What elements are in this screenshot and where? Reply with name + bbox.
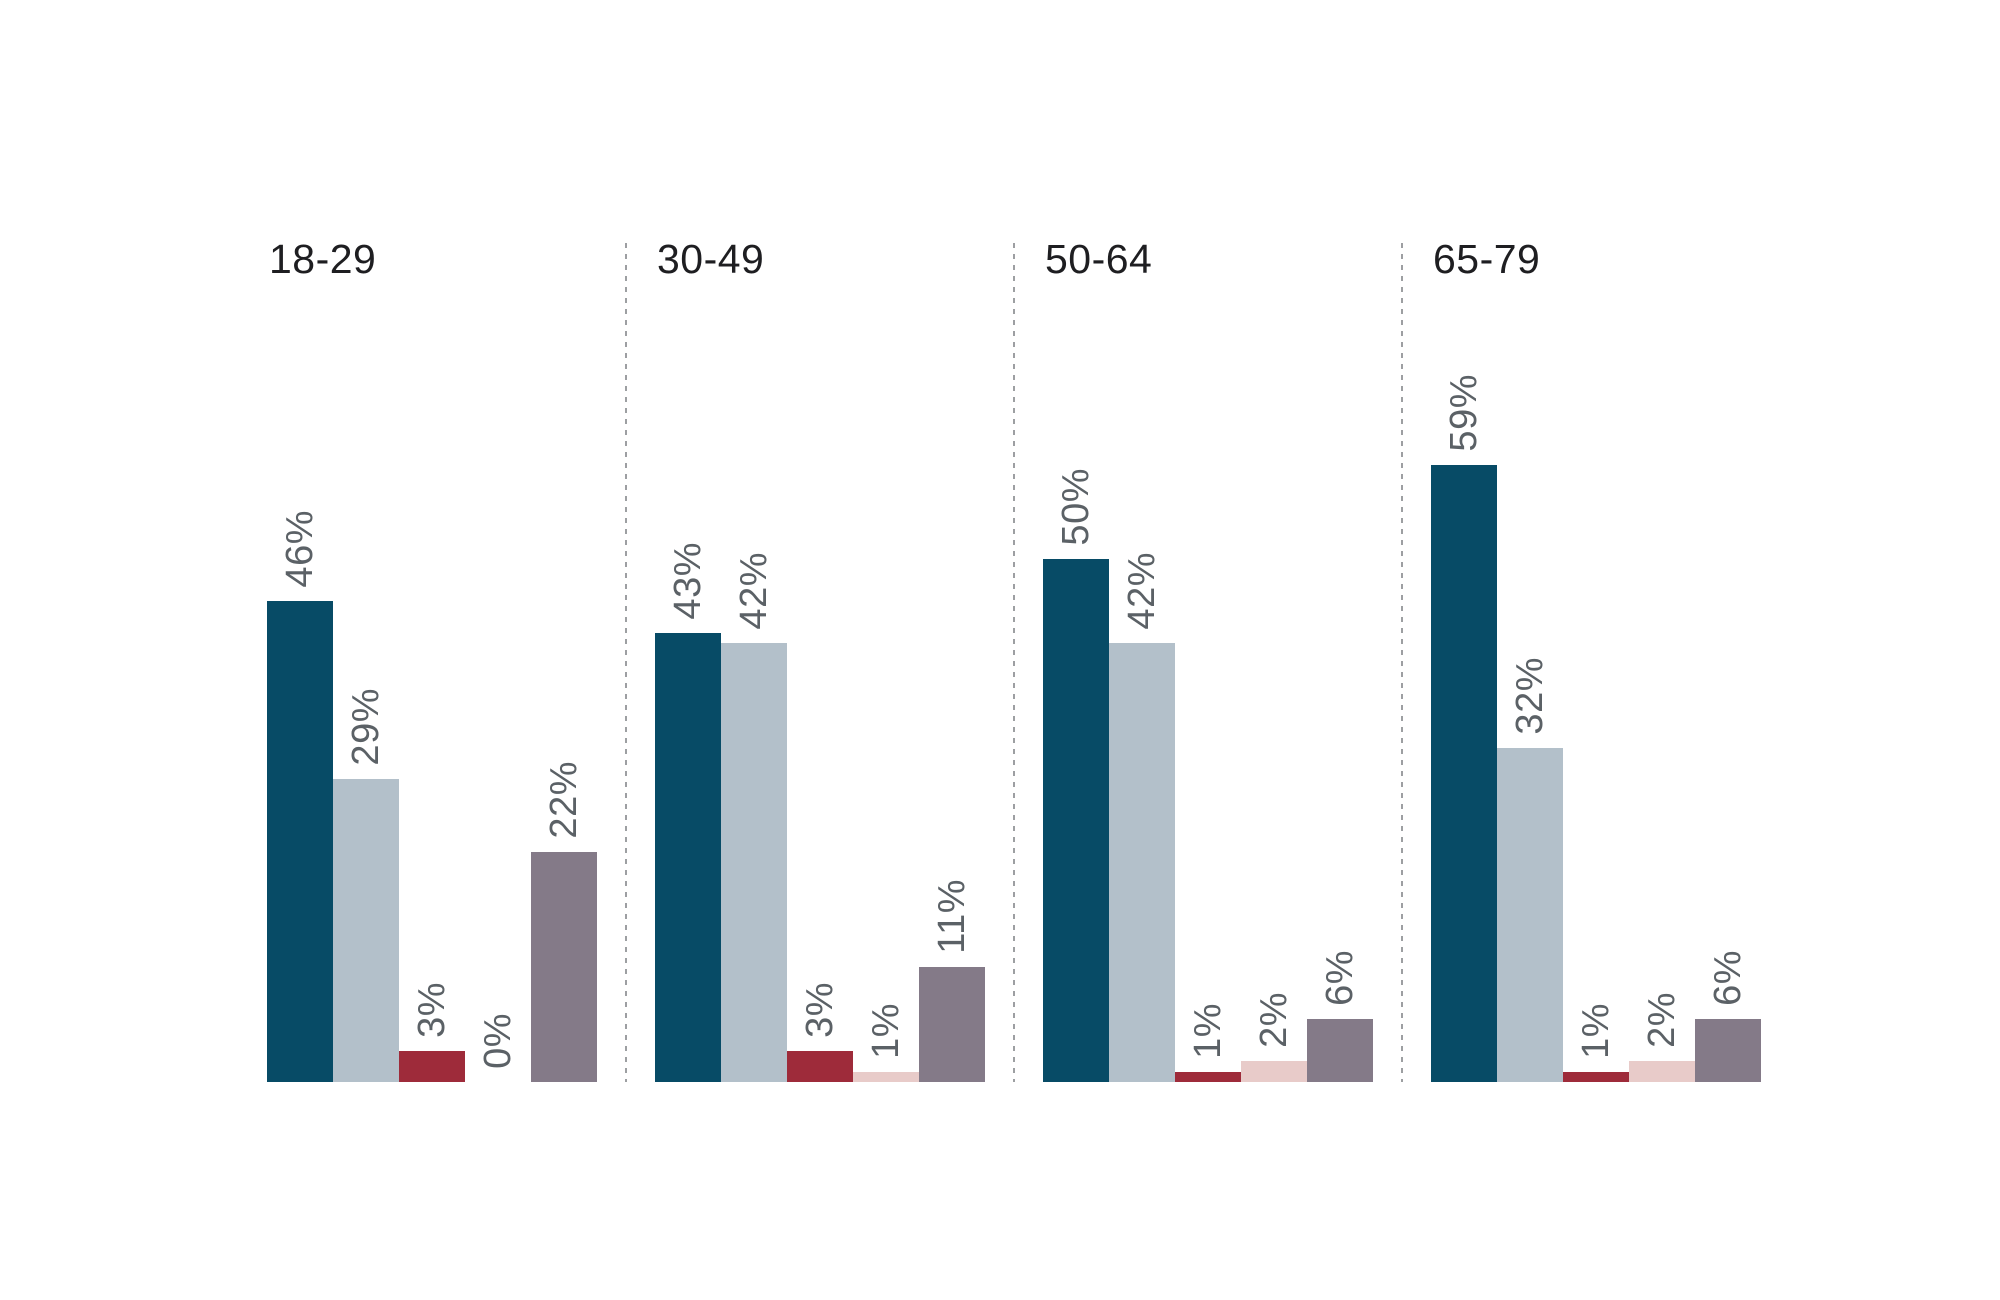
bar-value-label: 59% bbox=[1443, 374, 1485, 452]
bar-cell: 59% bbox=[1431, 243, 1497, 1082]
bar-value-label: 29% bbox=[345, 688, 387, 766]
bar-value-label: 46% bbox=[279, 510, 321, 588]
bar-value-label: 1% bbox=[865, 1003, 907, 1059]
bar-cell: 29% bbox=[333, 243, 399, 1082]
bar-group-65-79: 59% 32% 1% 2% 6% bbox=[1431, 243, 1761, 1082]
bar bbox=[531, 852, 597, 1082]
bar-value-label: 6% bbox=[1707, 950, 1749, 1006]
bar-cell: 2% bbox=[1241, 243, 1307, 1082]
bar-value-label: 22% bbox=[543, 761, 585, 839]
bar bbox=[1431, 465, 1497, 1082]
bar-value-label: 3% bbox=[411, 982, 453, 1038]
bar bbox=[787, 1051, 853, 1082]
bar-value-label: 11% bbox=[931, 879, 973, 954]
bar-value-label: 2% bbox=[1253, 992, 1295, 1048]
bar bbox=[919, 967, 985, 1082]
bar-cell: 6% bbox=[1695, 243, 1761, 1082]
bar bbox=[267, 601, 333, 1082]
bar-cell: 3% bbox=[787, 243, 853, 1082]
bar-cell: 43% bbox=[655, 243, 721, 1082]
bar-cell: 22% bbox=[531, 243, 597, 1082]
bar bbox=[1497, 748, 1563, 1082]
bar-cell: 0% bbox=[465, 243, 531, 1082]
bar-group-18-29: 46% 29% 3% 0% 22% bbox=[267, 243, 597, 1082]
bar-cell: 3% bbox=[399, 243, 465, 1082]
category-label-18-29: 18-29 bbox=[269, 236, 377, 282]
bar-cell: 1% bbox=[1563, 243, 1629, 1082]
bar bbox=[1109, 643, 1175, 1082]
bar-value-label: 32% bbox=[1509, 657, 1551, 735]
bar bbox=[1043, 559, 1109, 1082]
bar bbox=[721, 643, 787, 1082]
bar-value-label: 1% bbox=[1187, 1003, 1229, 1059]
bar bbox=[853, 1072, 919, 1082]
bar bbox=[1695, 1019, 1761, 1082]
bar-group-50-64: 50% 42% 1% 2% 6% bbox=[1043, 243, 1373, 1082]
bar-cell: 11% bbox=[919, 243, 985, 1082]
bar-value-label: 6% bbox=[1319, 950, 1361, 1006]
bar-cell: 2% bbox=[1629, 243, 1695, 1082]
bar-value-label: 0% bbox=[477, 1013, 519, 1069]
bar-cell: 42% bbox=[1109, 243, 1175, 1082]
bar-cell: 1% bbox=[853, 243, 919, 1082]
bar bbox=[1629, 1061, 1695, 1082]
bar bbox=[1241, 1061, 1307, 1082]
category-label-30-49: 30-49 bbox=[657, 236, 765, 282]
bar bbox=[1563, 1072, 1629, 1082]
group-divider-line bbox=[625, 243, 627, 1082]
bar-value-label: 42% bbox=[1121, 552, 1163, 630]
bar-value-label: 43% bbox=[667, 542, 709, 620]
bar bbox=[655, 633, 721, 1082]
bar bbox=[333, 779, 399, 1082]
bar-value-label: 3% bbox=[799, 982, 841, 1038]
bar bbox=[399, 1051, 465, 1082]
category-label-65-79: 65-79 bbox=[1433, 236, 1541, 282]
bar-value-label: 1% bbox=[1575, 1003, 1617, 1059]
bar-value-label: 2% bbox=[1641, 992, 1683, 1048]
bar-cell: 6% bbox=[1307, 243, 1373, 1082]
group-divider-line bbox=[1013, 243, 1015, 1082]
bar-group-30-49: 43% 42% 3% 1% 11% bbox=[655, 243, 985, 1082]
category-label-50-64: 50-64 bbox=[1045, 236, 1153, 282]
bar-cell: 42% bbox=[721, 243, 787, 1082]
bar bbox=[1175, 1072, 1241, 1082]
bar-cell: 32% bbox=[1497, 243, 1563, 1082]
bar-cell: 1% bbox=[1175, 243, 1241, 1082]
bar-cell: 46% bbox=[267, 243, 333, 1082]
bar bbox=[1307, 1019, 1373, 1082]
bar-value-label: 50% bbox=[1055, 468, 1097, 546]
group-divider-line bbox=[1401, 243, 1403, 1082]
bar-value-label: 42% bbox=[733, 552, 775, 630]
bar-cell: 50% bbox=[1043, 243, 1109, 1082]
